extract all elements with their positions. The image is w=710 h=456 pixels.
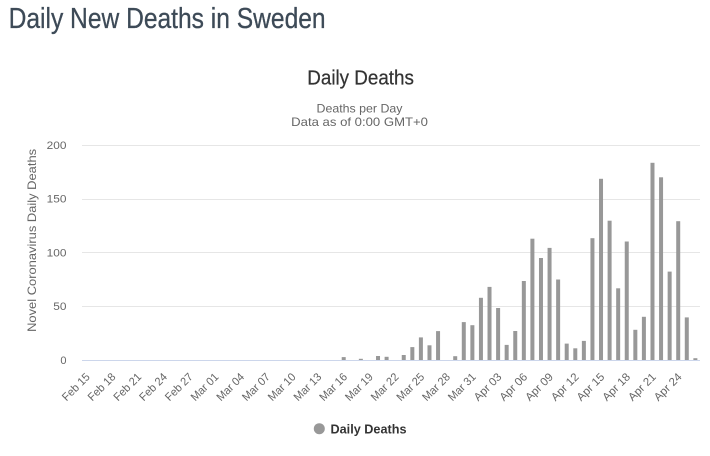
svg-text:Daily New Deaths in Sweden: Daily New Deaths in Sweden [9,3,326,35]
svg-text:Data as of 0:00 GMT+0: Data as of 0:00 GMT+0 [291,115,428,129]
svg-text:0: 0 [60,355,66,367]
svg-text:100: 100 [47,247,67,259]
svg-text:Deaths per Day: Deaths per Day [317,101,403,115]
svg-text:Daily Deaths: Daily Deaths [331,421,407,436]
svg-text:Novel Coronavirus Daily Deaths: Novel Coronavirus Daily Deaths [25,149,39,332]
svg-text:Daily Deaths: Daily Deaths [307,68,414,90]
svg-text:150: 150 [47,194,67,206]
svg-text:50: 50 [53,301,66,313]
svg-text:200: 200 [47,140,67,152]
